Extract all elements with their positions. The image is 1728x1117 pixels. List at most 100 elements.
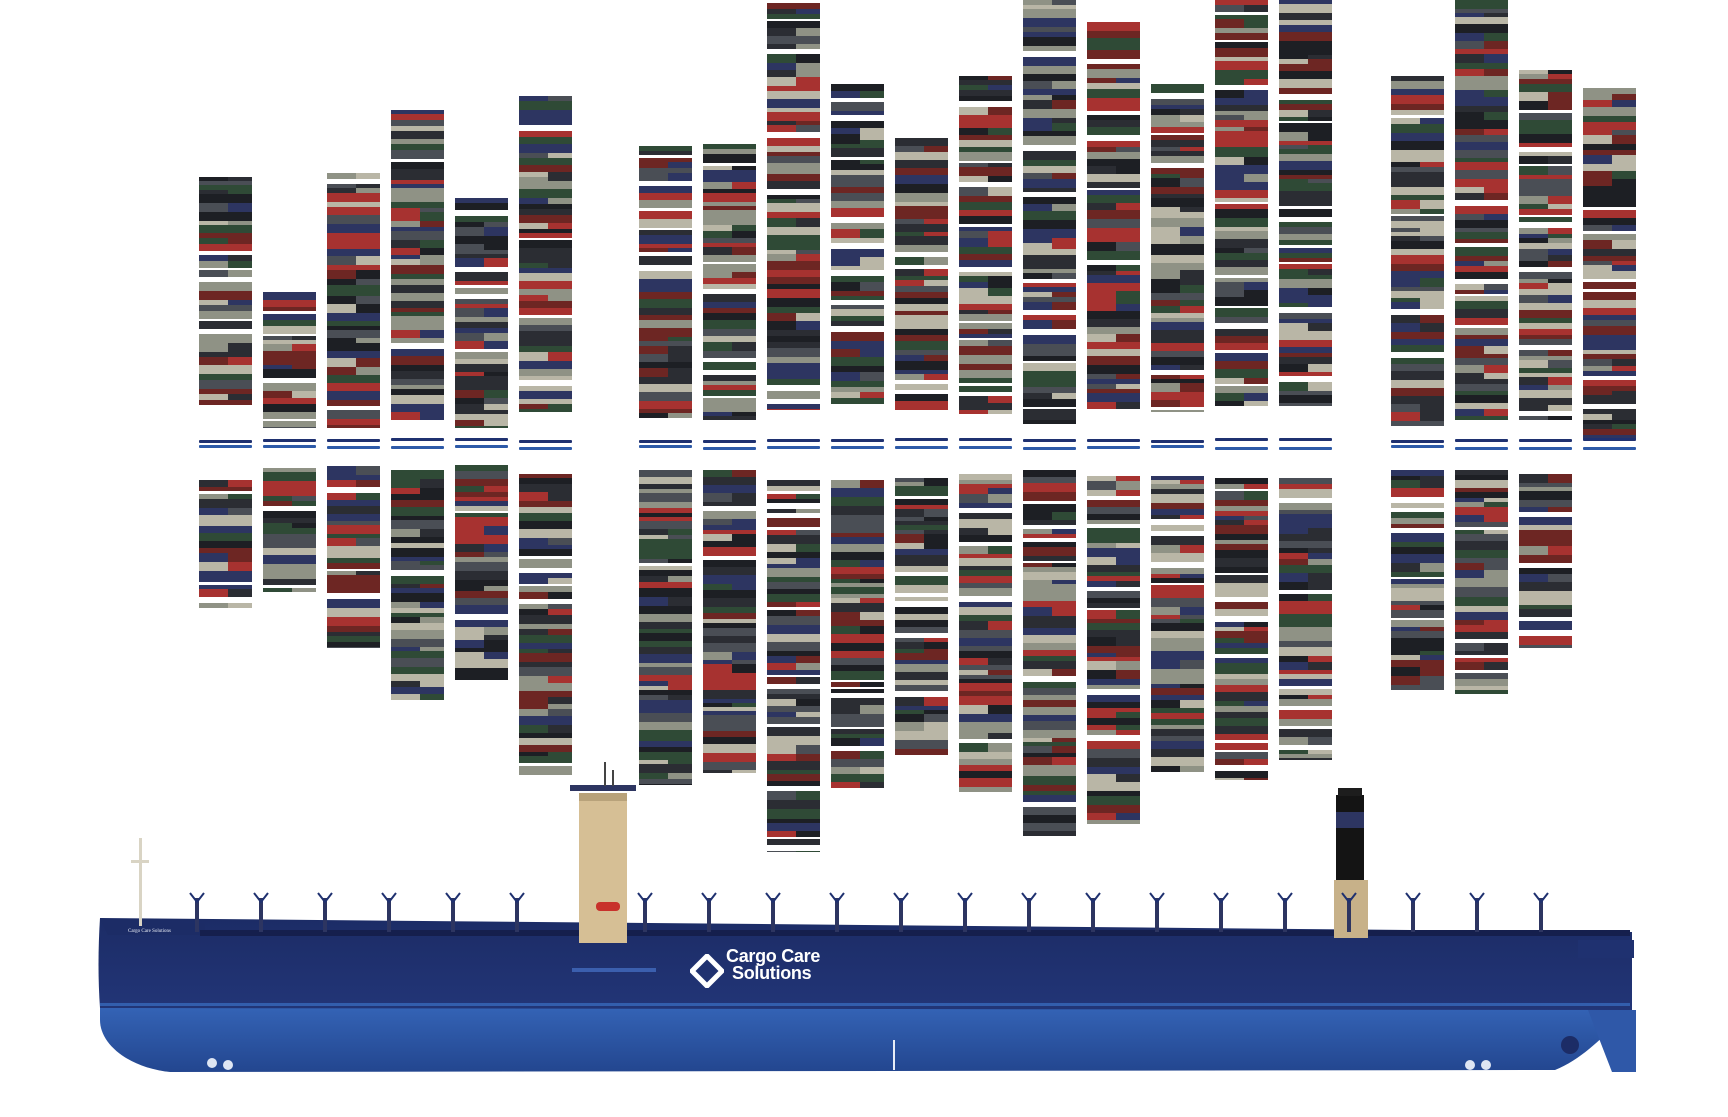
container — [199, 480, 252, 487]
container — [1215, 378, 1268, 384]
container — [1023, 616, 1076, 624]
container — [1391, 480, 1444, 488]
container — [895, 638, 948, 642]
container — [1455, 239, 1508, 243]
container — [703, 525, 756, 530]
container — [639, 629, 692, 633]
container-stack-upper — [639, 146, 692, 418]
container — [391, 385, 444, 389]
container — [1455, 597, 1508, 606]
container — [391, 488, 444, 494]
container — [1087, 379, 1140, 384]
container — [199, 212, 252, 221]
container — [1023, 483, 1076, 492]
container — [703, 278, 756, 284]
container — [1391, 118, 1444, 124]
container — [263, 468, 316, 472]
container — [519, 478, 572, 484]
container — [1215, 111, 1268, 115]
container — [1455, 488, 1508, 492]
container — [895, 232, 948, 236]
container — [1023, 27, 1076, 32]
container — [895, 374, 948, 380]
container — [959, 334, 1012, 338]
container — [895, 664, 948, 672]
lashing-bridge — [381, 892, 397, 932]
container — [1023, 688, 1076, 695]
container — [1391, 396, 1444, 404]
container-stack-lower — [391, 470, 444, 700]
lashing-bridge — [1405, 892, 1421, 932]
container — [703, 219, 756, 225]
container — [767, 125, 820, 132]
container — [519, 592, 572, 599]
container — [1455, 502, 1508, 507]
container — [639, 235, 692, 244]
container — [959, 583, 1012, 588]
container — [199, 238, 252, 244]
container — [703, 247, 756, 255]
container — [1215, 685, 1268, 692]
container — [895, 525, 948, 530]
container — [959, 122, 1012, 128]
container — [263, 523, 316, 528]
container — [1151, 489, 1204, 494]
container — [1023, 211, 1076, 220]
container — [455, 317, 508, 322]
container — [263, 548, 316, 555]
container — [1391, 110, 1444, 115]
container — [1151, 263, 1204, 270]
container — [767, 357, 820, 363]
container-stack-upper — [1391, 76, 1444, 426]
container — [831, 372, 884, 381]
container — [1215, 534, 1268, 540]
container — [1279, 670, 1332, 674]
container — [959, 771, 1012, 778]
container — [391, 248, 444, 255]
container — [959, 152, 1012, 161]
container — [1583, 386, 1636, 391]
container — [1215, 209, 1268, 218]
container — [1519, 339, 1572, 345]
container — [639, 663, 692, 667]
container — [959, 759, 1012, 765]
container — [1391, 158, 1444, 162]
container — [455, 648, 508, 652]
container — [519, 629, 572, 635]
container — [327, 506, 380, 514]
container — [263, 361, 316, 365]
container — [1215, 165, 1268, 174]
container — [1151, 688, 1204, 695]
container — [1279, 382, 1332, 391]
container — [767, 112, 820, 121]
lashing-bar — [831, 446, 884, 449]
container — [519, 709, 572, 716]
container — [1583, 100, 1636, 107]
container — [1215, 290, 1268, 297]
container — [199, 357, 252, 365]
container — [1519, 507, 1572, 512]
container — [1215, 278, 1268, 282]
container — [1455, 395, 1508, 403]
container — [767, 800, 820, 809]
container — [391, 412, 444, 420]
container — [767, 589, 820, 594]
container — [1215, 401, 1268, 406]
container — [327, 173, 380, 179]
container — [1519, 474, 1572, 483]
container — [1455, 83, 1508, 90]
container — [1087, 813, 1140, 820]
container — [1215, 500, 1268, 506]
container — [391, 227, 444, 231]
container — [1087, 102, 1140, 111]
container — [1391, 512, 1444, 518]
container — [1583, 300, 1636, 308]
container — [1023, 269, 1076, 273]
container-stack-lower — [1087, 476, 1140, 824]
container — [831, 587, 884, 594]
container — [1087, 283, 1140, 291]
container — [199, 177, 252, 181]
container — [1279, 161, 1332, 170]
container — [1215, 138, 1268, 147]
container — [391, 537, 444, 543]
